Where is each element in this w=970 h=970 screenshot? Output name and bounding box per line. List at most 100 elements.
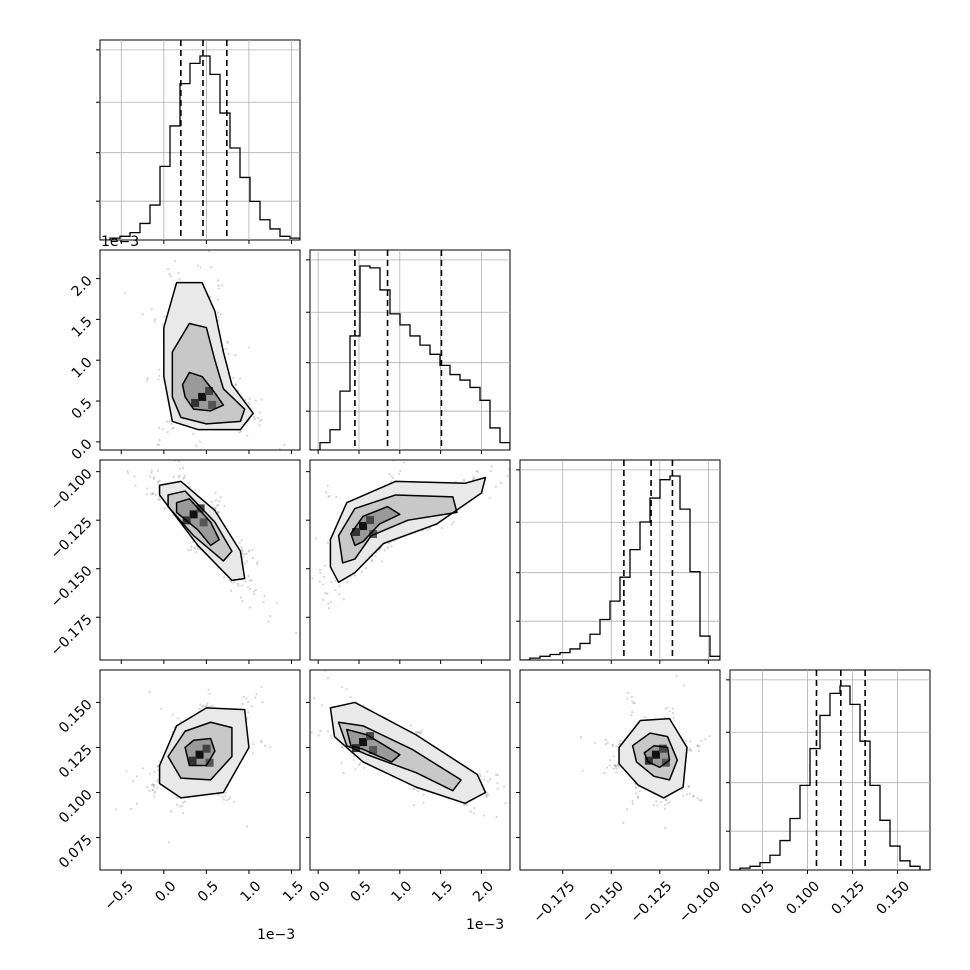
scatter-point	[181, 804, 184, 807]
scatter-point	[604, 738, 607, 741]
scatter-point	[170, 422, 173, 425]
scatter-point	[250, 579, 253, 582]
scatter-point	[196, 264, 199, 267]
x-tick-label: 1.5	[429, 878, 456, 905]
scatter-point	[153, 792, 156, 795]
scatter-point	[156, 443, 159, 446]
scatter-point	[253, 415, 256, 419]
scatter-point	[224, 792, 227, 795]
scatter-point	[254, 588, 257, 592]
scatter-point	[210, 500, 213, 503]
scatter-point	[506, 474, 509, 478]
scatter-point	[216, 279, 220, 282]
scatter-point	[135, 802, 138, 805]
scatter-point	[225, 347, 228, 350]
scatter-point	[342, 771, 345, 774]
scatter-point	[222, 798, 225, 801]
scatter-point	[269, 615, 272, 618]
scatter-point	[463, 479, 466, 482]
scatter-point	[166, 420, 169, 423]
scatter-point	[222, 576, 226, 579]
scatter-point	[636, 796, 640, 799]
scatter-point	[219, 313, 223, 316]
panel-frame	[519, 459, 721, 661]
scatter-point	[216, 311, 219, 314]
scatter-point	[638, 790, 642, 793]
scatter-point	[413, 787, 416, 791]
scatter-point	[612, 755, 615, 758]
scatter-point	[246, 434, 249, 437]
scatter-point	[307, 602, 309, 604]
scatter-point	[179, 720, 182, 723]
contour-fill-0	[176, 498, 220, 546]
scatter-point	[337, 593, 341, 596]
density-core-cell	[202, 744, 211, 753]
scatter-point	[194, 488, 197, 492]
scatter-point	[150, 492, 153, 495]
scatter-point	[157, 378, 160, 381]
scatter-point	[227, 353, 230, 356]
scatter-point	[146, 785, 149, 788]
x-tick-label: 0.075	[738, 878, 778, 918]
scatter-point	[579, 736, 583, 739]
scatter-point	[254, 696, 257, 699]
panel-frame	[309, 669, 511, 871]
scatter-point	[664, 798, 667, 801]
scatter-point	[201, 705, 204, 708]
scatter-point	[208, 705, 211, 708]
scatter-point	[668, 710, 672, 713]
scatter-point	[191, 540, 195, 543]
scatter-point	[330, 601, 333, 604]
scatter-point	[257, 416, 260, 419]
density-core-cell	[369, 530, 378, 539]
scatter-point	[409, 724, 412, 727]
scatter-point	[261, 701, 264, 704]
contour-line-0	[345, 728, 401, 763]
scatter-point	[326, 730, 330, 733]
scatter-point	[615, 745, 618, 748]
scatter-point	[335, 495, 338, 498]
scatter-point	[247, 711, 250, 714]
scatter-point	[249, 587, 252, 591]
histogram-step	[310, 265, 510, 450]
scatter-point	[322, 583, 325, 586]
histogram-step	[520, 475, 720, 660]
scatter-point	[666, 802, 669, 805]
scatter-point	[613, 763, 616, 767]
scatter-point	[370, 560, 374, 563]
contour-line-2	[329, 476, 487, 584]
x-tick-label: 1.0	[237, 878, 264, 905]
scatter-point	[615, 771, 618, 774]
scatter-point	[193, 547, 196, 550]
contour-line-1	[337, 721, 462, 792]
scatter-point	[472, 476, 476, 479]
scatter-point	[166, 453, 168, 455]
scatter-point	[478, 772, 482, 776]
scatter-point	[157, 480, 160, 483]
scatter-point	[244, 398, 247, 401]
scatter-point	[166, 267, 170, 271]
scatter-point	[360, 570, 364, 573]
scatter-point	[611, 744, 614, 747]
scatter-point	[655, 800, 658, 803]
scatter-point	[374, 555, 377, 558]
scatter-point	[251, 557, 255, 560]
panel-frame	[99, 39, 301, 241]
scatter-point	[211, 704, 214, 707]
y-tick-label: 0.100	[56, 787, 96, 827]
y-tick-label: 0.5	[69, 395, 96, 422]
scatter-point	[502, 785, 506, 788]
scatter-point	[233, 800, 236, 803]
scatter-point	[626, 697, 629, 700]
y-tick-label: 0.075	[56, 832, 96, 872]
scatter-point	[158, 760, 161, 763]
density-panel-2-3	[520, 670, 720, 870]
scatter-point	[141, 313, 144, 316]
scatter-point	[267, 620, 270, 623]
contour-line-2	[158, 480, 246, 582]
y-tick-label: 1.5	[69, 314, 96, 341]
scatter-point	[635, 786, 638, 789]
scatter-point	[129, 807, 133, 810]
scatter-point	[194, 444, 198, 447]
